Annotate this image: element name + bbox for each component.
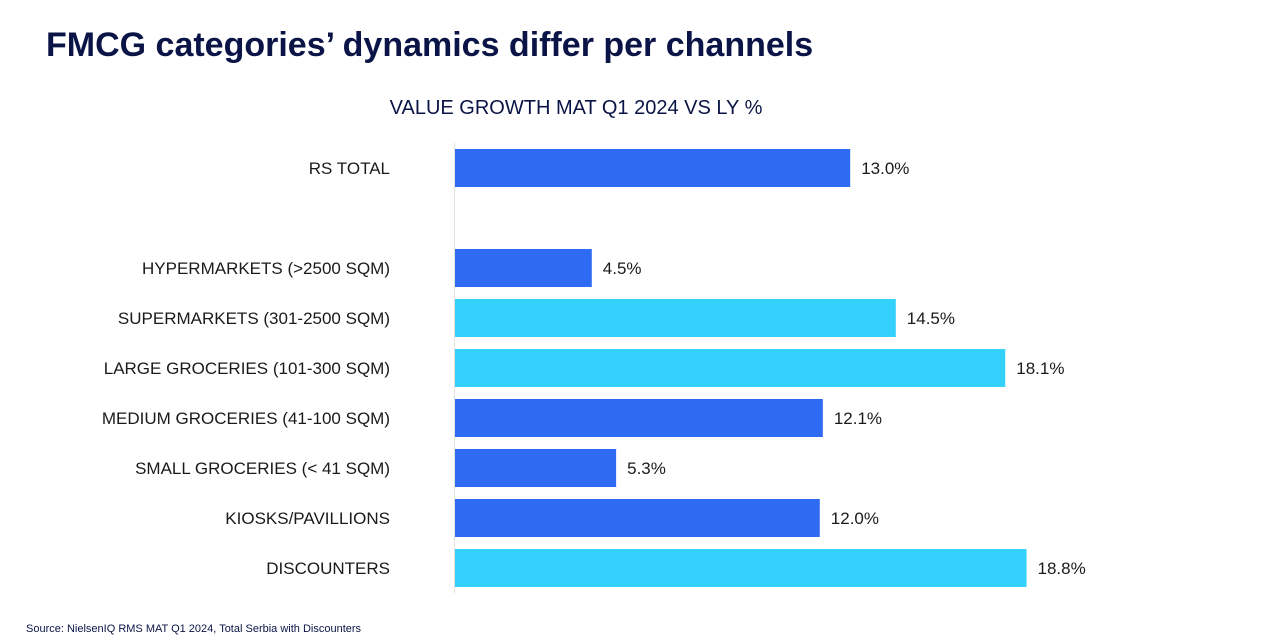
bar-5 bbox=[455, 399, 823, 437]
source-note: Source: NielsenIQ RMS MAT Q1 2024, Total… bbox=[26, 623, 362, 635]
category-label: HYPERMARKETS (>2500 SQM) bbox=[142, 259, 390, 278]
value-label: 12.0% bbox=[831, 509, 879, 528]
value-label: 13.0% bbox=[861, 159, 909, 178]
value-label: 18.1% bbox=[1016, 359, 1064, 378]
bar-7 bbox=[455, 499, 820, 537]
category-label: MEDIUM GROCERIES (41-100 SQM) bbox=[102, 409, 390, 428]
category-label: LARGE GROCERIES (101-300 SQM) bbox=[104, 359, 390, 378]
bar-4 bbox=[455, 349, 1006, 387]
value-label: 14.5% bbox=[907, 309, 955, 328]
category-label: DISCOUNTERS bbox=[266, 559, 390, 578]
bar-2 bbox=[455, 249, 592, 287]
slide-title: FMCG categories’ dynamics differ per cha… bbox=[46, 26, 814, 64]
bar-1 bbox=[455, 149, 851, 187]
category-label: SMALL GROCERIES (< 41 SQM) bbox=[135, 459, 390, 478]
category-label: RS TOTAL bbox=[309, 159, 390, 178]
value-label: 4.5% bbox=[603, 259, 642, 278]
value-label: 18.8% bbox=[1038, 559, 1086, 578]
value-label: 12.1% bbox=[834, 409, 882, 428]
bar-6 bbox=[455, 449, 617, 487]
bar-8 bbox=[455, 549, 1027, 587]
category-label: SUPERMARKETS (301-2500 SQM) bbox=[118, 309, 390, 328]
bar-3 bbox=[455, 299, 896, 337]
chart-title: VALUE GROWTH MAT Q1 2024 VS LY % bbox=[389, 97, 763, 119]
value-label: 5.3% bbox=[627, 459, 666, 478]
category-label: KIOSKS/PAVILLIONS bbox=[225, 509, 390, 528]
